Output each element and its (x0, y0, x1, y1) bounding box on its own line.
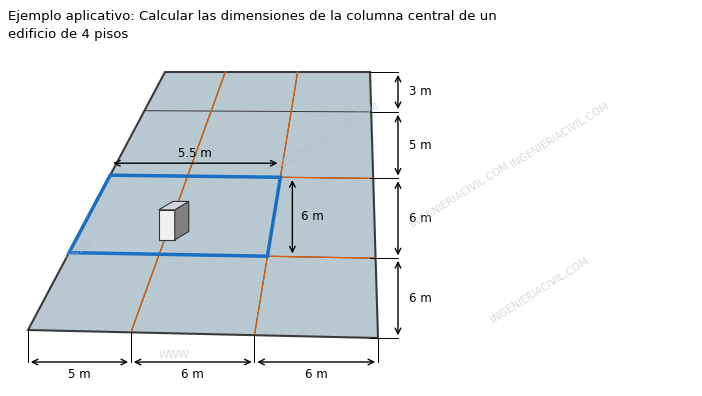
Text: WWW.: WWW. (159, 350, 192, 360)
Text: 5 m: 5 m (68, 367, 91, 381)
Text: INGENIERIACIVIL.COM: INGENIERIACIVIL.COM (279, 101, 381, 169)
Text: 5 m: 5 m (409, 139, 431, 152)
Text: INGENIERIACIVIL.COM: INGENIERIACIVIL.COM (409, 161, 511, 229)
Text: WWW.: WWW. (64, 236, 96, 263)
Text: INGENIERIACIVIL.COM: INGENIERIACIVIL.COM (509, 101, 611, 169)
Polygon shape (28, 72, 378, 338)
Text: Ejemplo aplicativo: Calcular las dimensiones de la columna central de un: Ejemplo aplicativo: Calcular las dimensi… (8, 10, 497, 23)
Polygon shape (175, 202, 189, 240)
Text: 6 m: 6 m (305, 367, 328, 381)
Polygon shape (159, 202, 189, 210)
Text: 3 m: 3 m (409, 86, 431, 99)
Text: 6 m: 6 m (409, 212, 431, 225)
Text: edificio de 4 pisos: edificio de 4 pisos (8, 28, 128, 41)
Text: 6 m: 6 m (181, 367, 204, 381)
Text: 6 m: 6 m (301, 210, 324, 223)
Polygon shape (159, 210, 175, 240)
Text: 6 m: 6 m (409, 291, 431, 305)
Text: INGENIERIACIVIL.COM: INGENIERIACIVIL.COM (489, 255, 591, 324)
Text: 5.5 m: 5.5 m (178, 147, 212, 160)
